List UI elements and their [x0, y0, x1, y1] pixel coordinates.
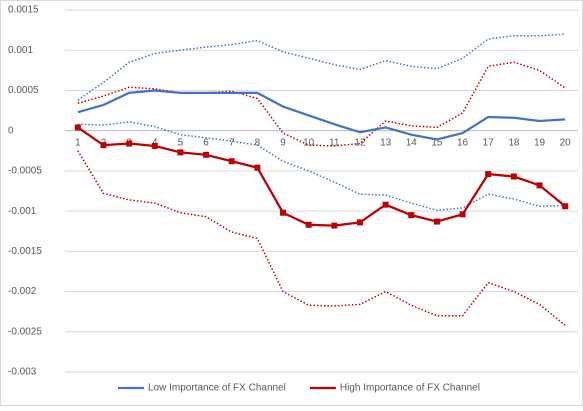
- marker: [408, 212, 415, 219]
- y-tick-label: 0.001: [8, 45, 33, 56]
- y-tick-label: -0.0015: [8, 246, 42, 257]
- x-tick-label: 14: [406, 137, 418, 148]
- marker: [305, 221, 312, 228]
- x-tick-label: 13: [380, 137, 392, 148]
- y-tick-label: 0.0015: [8, 5, 39, 16]
- y-tick-label: -0.0025: [8, 326, 42, 337]
- y-tick-label: -0.0005: [8, 166, 42, 177]
- y-tick-label: 0.0005: [8, 85, 39, 96]
- x-tick-label: 10: [303, 137, 315, 148]
- marker: [382, 201, 389, 208]
- y-tick-label: -0.003: [8, 367, 37, 378]
- marker: [331, 222, 338, 229]
- band-line: [77, 150, 566, 326]
- x-tick-label: 9: [280, 137, 286, 148]
- y-tick-label: -0.001: [8, 206, 37, 217]
- band-line: [77, 33, 566, 101]
- x-tick-label: 15: [431, 137, 443, 148]
- x-tick-label: 17: [483, 137, 495, 148]
- marker: [459, 211, 466, 218]
- y-tick-label: -0.002: [8, 286, 37, 297]
- x-tick-label: 6: [203, 137, 209, 148]
- series-line: [77, 89, 566, 141]
- x-tick-label: 18: [508, 137, 520, 148]
- x-tick-label: 12: [354, 137, 366, 148]
- x-tick-label: 4: [152, 137, 158, 148]
- legend-label: Low Importance of FX Channel: [148, 383, 286, 394]
- marker: [562, 203, 569, 210]
- x-tick-label: 16: [457, 137, 469, 148]
- legend-label: High Importance of FX Channel: [340, 383, 480, 394]
- marker: [74, 124, 81, 131]
- marker: [126, 140, 133, 147]
- marker: [485, 171, 492, 178]
- marker: [203, 151, 210, 158]
- marker: [280, 209, 287, 216]
- marker: [228, 158, 235, 165]
- band-line: [77, 61, 566, 147]
- x-tick-label: 8: [255, 137, 261, 148]
- x-tick-label: 7: [229, 137, 235, 148]
- marker: [177, 149, 184, 156]
- x-tick-label: 19: [534, 137, 546, 148]
- x-tick-label: 5: [178, 137, 184, 148]
- marker: [433, 218, 440, 225]
- marker: [254, 164, 261, 171]
- x-tick-label: 11: [329, 137, 340, 148]
- marker: [510, 173, 517, 180]
- marker: [356, 219, 363, 226]
- series-line: [77, 126, 566, 227]
- x-tick-label: 1: [75, 137, 81, 148]
- y-tick-label: 0: [8, 125, 14, 136]
- marker: [100, 142, 107, 149]
- marker: [536, 182, 543, 189]
- marker: [151, 142, 158, 149]
- x-tick-label: 20: [560, 137, 572, 148]
